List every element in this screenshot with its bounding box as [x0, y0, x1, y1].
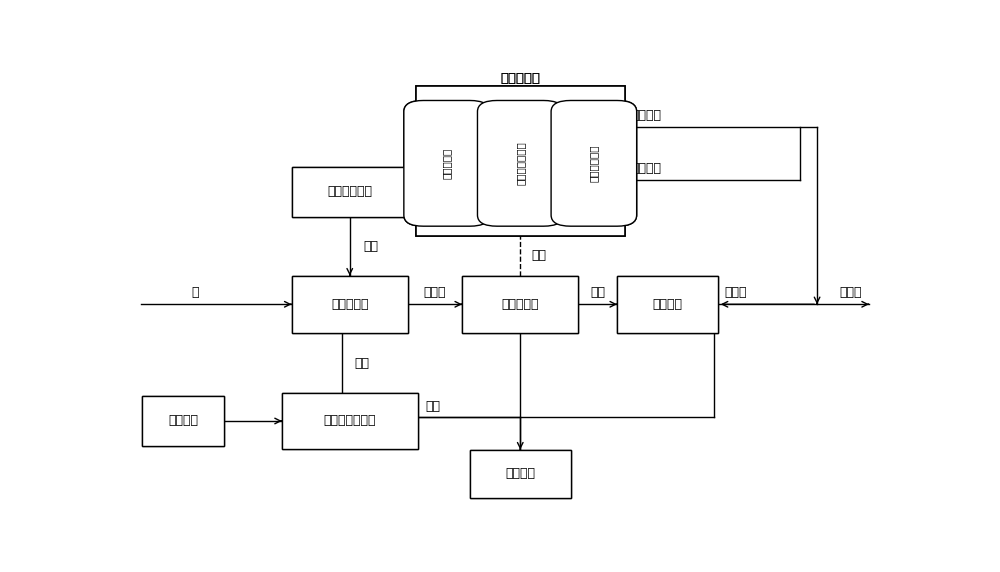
- Text: 合成气: 合成气: [424, 286, 446, 299]
- FancyBboxPatch shape: [292, 166, 408, 217]
- FancyBboxPatch shape: [462, 276, 578, 333]
- FancyBboxPatch shape: [142, 396, 224, 446]
- FancyBboxPatch shape: [282, 394, 418, 448]
- Text: 煤气化装置: 煤气化装置: [331, 298, 368, 311]
- Text: 空气分离装置: 空气分离装置: [327, 185, 372, 198]
- FancyBboxPatch shape: [142, 396, 224, 446]
- Text: 净化装置: 净化装置: [652, 298, 682, 311]
- Text: 储氢装置: 储氢装置: [505, 467, 535, 480]
- FancyBboxPatch shape: [470, 450, 571, 498]
- Text: 氢气: 氢气: [425, 400, 440, 413]
- FancyBboxPatch shape: [282, 394, 418, 448]
- Text: 气液分离系统: 气液分离系统: [589, 145, 599, 182]
- FancyBboxPatch shape: [462, 276, 578, 333]
- Text: 发电系统: 发电系统: [168, 415, 198, 427]
- Text: 预处理系统: 预处理系统: [442, 148, 452, 179]
- FancyBboxPatch shape: [416, 86, 625, 236]
- Text: 电解水制氢装置: 电解水制氢装置: [324, 415, 376, 427]
- FancyBboxPatch shape: [617, 276, 718, 333]
- FancyBboxPatch shape: [404, 101, 489, 226]
- Text: 空气分离装置: 空气分离装置: [327, 185, 372, 198]
- Text: 逆变换装置: 逆变换装置: [500, 72, 540, 85]
- FancyBboxPatch shape: [617, 276, 718, 333]
- Text: 储氢装置: 储氢装置: [505, 467, 535, 480]
- Text: 热量: 热量: [532, 249, 547, 263]
- FancyBboxPatch shape: [551, 101, 637, 226]
- Text: 热回收装置: 热回收装置: [502, 298, 539, 311]
- FancyBboxPatch shape: [416, 86, 625, 236]
- FancyBboxPatch shape: [292, 276, 408, 333]
- Text: 气液分离系统: 气液分离系统: [589, 145, 599, 182]
- Text: 净化装置: 净化装置: [652, 298, 682, 311]
- FancyBboxPatch shape: [404, 101, 489, 226]
- Text: 逆变换装置: 逆变换装置: [500, 72, 540, 85]
- FancyBboxPatch shape: [477, 101, 563, 226]
- Text: 合成气: 合成气: [840, 286, 862, 299]
- Text: 氧气: 氧气: [364, 240, 379, 253]
- FancyBboxPatch shape: [292, 276, 408, 333]
- Text: 发电系统: 发电系统: [168, 415, 198, 427]
- Text: 煤: 煤: [191, 286, 198, 299]
- Text: 氧气: 氧气: [354, 357, 369, 370]
- Text: 预处理系统: 预处理系统: [442, 148, 452, 179]
- Text: 逆变换反应系统: 逆变换反应系统: [515, 141, 525, 185]
- FancyBboxPatch shape: [477, 101, 563, 226]
- Text: 电解水制氢装置: 电解水制氢装置: [324, 415, 376, 427]
- FancyBboxPatch shape: [470, 450, 571, 498]
- Text: 热回收装置: 热回收装置: [502, 298, 539, 311]
- FancyBboxPatch shape: [292, 166, 408, 217]
- FancyBboxPatch shape: [551, 101, 637, 226]
- Text: 煤气化装置: 煤气化装置: [331, 298, 368, 311]
- Text: 氧气: 氧气: [590, 286, 605, 299]
- Text: 逆变换气: 逆变换气: [631, 109, 661, 122]
- Text: 逆变换反应系统: 逆变换反应系统: [515, 141, 525, 185]
- Text: 净化气: 净化气: [724, 286, 747, 299]
- Text: 二氧化碳: 二氧化碳: [631, 161, 661, 174]
